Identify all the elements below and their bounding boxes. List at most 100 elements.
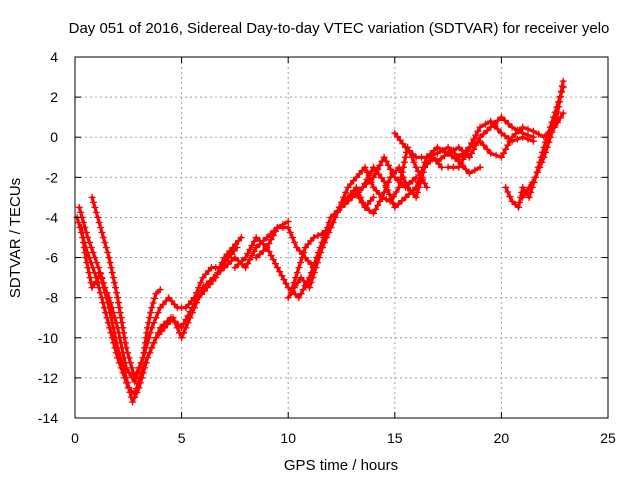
- data-point-marker: [250, 248, 258, 255]
- data-point-marker: [116, 334, 124, 342]
- data-point-marker: [134, 368, 142, 376]
- data-point-marker: [536, 158, 544, 166]
- data-point-marker: [494, 125, 502, 133]
- data-point-marker: [528, 178, 536, 186]
- data-point-marker: [331, 213, 339, 221]
- data-point-marker: [502, 145, 510, 153]
- data-point-marker: [553, 103, 561, 111]
- data-point-marker: [112, 284, 119, 292]
- data-point-marker: [95, 219, 103, 226]
- data-point-marker: [480, 130, 488, 138]
- data-point-marker: [548, 118, 556, 126]
- data-point-marker: [108, 304, 116, 312]
- data-point-marker: [384, 186, 392, 194]
- data-point-marker: [88, 284, 96, 292]
- data-point-marker: [361, 179, 369, 187]
- data-point-marker: [90, 198, 97, 206]
- data-point-marker: [238, 257, 246, 265]
- data-point-marker: [342, 188, 350, 196]
- data-point-marker: [269, 232, 277, 239]
- data-point-marker: [551, 108, 559, 116]
- data-point-marker: [116, 309, 124, 317]
- data-point-marker: [395, 183, 403, 191]
- data-point-marker: [455, 143, 463, 151]
- data-point-marker: [94, 213, 102, 221]
- x-tick-label: 5: [178, 430, 186, 446]
- data-point-marker: [122, 374, 130, 382]
- y-tick-label: 0: [50, 129, 58, 145]
- data-point-marker: [398, 197, 406, 205]
- data-point-marker: [329, 219, 337, 226]
- data-point-marker: [535, 130, 543, 138]
- data-point-marker: [195, 284, 203, 292]
- data-point-marker: [519, 183, 527, 191]
- data-point-marker: [391, 203, 399, 211]
- data-point-marker: [87, 279, 95, 287]
- data-point-marker: [115, 304, 123, 312]
- data-point-marker: [389, 199, 397, 207]
- data-point-marker: [515, 203, 522, 211]
- data-point-marker: [409, 177, 417, 185]
- data-point-marker: [463, 147, 471, 155]
- series-4: [77, 224, 164, 386]
- data-point-marker: [398, 168, 406, 176]
- data-point-marker: [465, 169, 473, 177]
- data-point-marker: [412, 183, 420, 191]
- data-point-marker: [382, 157, 390, 165]
- data-point-marker: [405, 147, 413, 155]
- data-point-marker: [545, 128, 553, 136]
- data-point-marker: [374, 201, 382, 209]
- data-point-marker: [119, 349, 127, 357]
- data-point-marker: [271, 228, 279, 235]
- data-point-marker: [397, 173, 405, 181]
- data-point-marker: [402, 143, 409, 151]
- data-point-marker: [512, 130, 520, 138]
- data-point-marker: [169, 314, 177, 322]
- data-point-marker: [359, 183, 367, 191]
- data-point-marker: [193, 299, 200, 307]
- data-point-marker: [524, 125, 532, 133]
- data-point-marker: [384, 161, 392, 169]
- data-point-marker: [317, 249, 325, 256]
- data-point-marker: [365, 171, 373, 179]
- data-point-marker: [114, 294, 122, 302]
- data-point-marker: [295, 264, 303, 272]
- data-point-marker: [465, 143, 473, 151]
- data-point-marker: [409, 150, 417, 158]
- data-point-marker: [190, 304, 198, 312]
- data-point-marker: [138, 374, 146, 382]
- data-point-marker: [470, 145, 478, 153]
- data-point-marker: [82, 254, 90, 262]
- data-point-marker: [95, 264, 102, 272]
- data-point-marker: [392, 188, 400, 196]
- data-point-marker: [212, 274, 220, 282]
- data-point-marker: [399, 163, 407, 171]
- data-point-marker: [504, 141, 512, 149]
- data-point-marker: [99, 234, 107, 241]
- data-point-marker: [104, 249, 112, 256]
- x-tick-label: 20: [494, 430, 510, 446]
- y-tick-label: 2: [50, 89, 58, 105]
- data-point-marker: [444, 149, 452, 157]
- data-point-marker: [145, 319, 153, 327]
- data-point-marker: [386, 190, 393, 198]
- data-point-marker: [85, 269, 93, 277]
- series-11: [444, 117, 537, 171]
- data-point-marker: [88, 193, 96, 201]
- data-point-marker: [256, 237, 264, 245]
- data-point-marker: [297, 290, 305, 298]
- data-point-marker: [461, 151, 469, 159]
- data-point-marker: [500, 149, 507, 157]
- data-point-marker: [80, 219, 87, 226]
- data-point-marker: [476, 137, 484, 145]
- data-point-marker: [546, 123, 554, 131]
- data-point-marker: [86, 274, 94, 282]
- data-point-marker: [519, 193, 527, 201]
- y-axis-label: SDTVAR / TECUs: [7, 178, 24, 298]
- data-point-marker: [380, 188, 388, 196]
- data-point-marker: [357, 193, 365, 201]
- data-point-marker: [505, 120, 512, 128]
- data-point-marker: [242, 264, 250, 272]
- data-point-marker: [91, 254, 99, 262]
